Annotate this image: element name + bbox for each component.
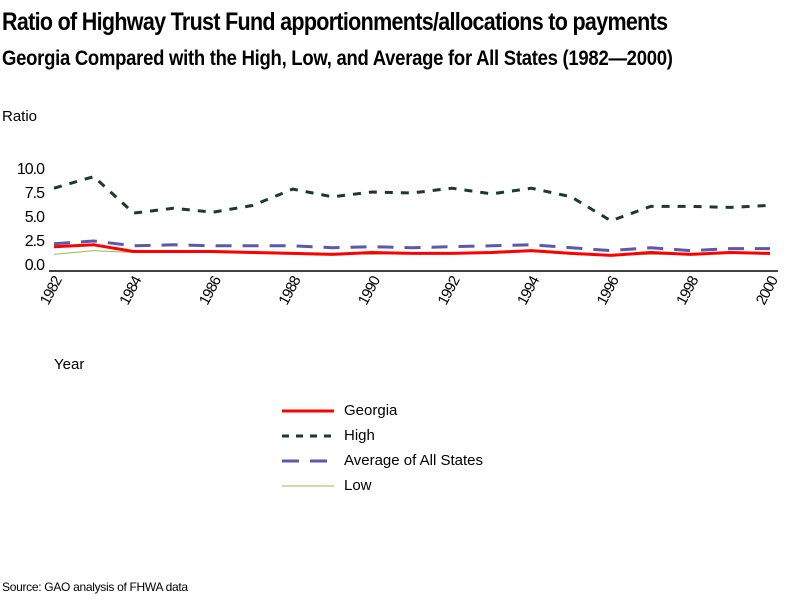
legend-label: Georgia	[344, 402, 398, 419]
legend-label: Low	[344, 477, 372, 494]
series-line-high	[53, 175, 771, 223]
series-line-average-of-all-states	[53, 239, 770, 253]
x-tick-label: 1988	[275, 273, 304, 307]
series-line-georgia	[53, 243, 771, 257]
x-tick-label: 1994	[514, 273, 543, 307]
x-tick-label: 1996	[594, 273, 623, 307]
x-tick-labels: 1982 1984 1986 1988 1990 1992 1994 1996 1998 2000	[37, 273, 782, 307]
y-tick-label: 0.0	[25, 257, 45, 274]
source-note: Source: GAO analysis of FHWA data	[2, 580, 188, 594]
legend-label: Average of All States	[344, 452, 483, 469]
legend-item-georgia: Georgia	[282, 398, 483, 423]
y-tick-label: 10.0	[17, 161, 45, 178]
legend: Georgia High Average of All States Low	[282, 398, 483, 498]
legend-swatch-high	[282, 434, 334, 437]
y-tick-label: 7.5	[25, 185, 45, 202]
legend-item-average: Average of All States	[282, 448, 483, 473]
legend-swatch-georgia	[282, 409, 334, 412]
legend-item-low: Low	[282, 473, 483, 498]
legend-swatch-average	[282, 459, 334, 462]
y-tick-label: 2.5	[25, 233, 45, 250]
series-group	[53, 175, 771, 257]
legend-item-high: High	[282, 423, 483, 448]
x-tick-label: 2000	[753, 273, 782, 307]
legend-swatch-low	[282, 485, 334, 486]
x-tick-label: 1982	[37, 273, 66, 307]
x-tick-label: 1984	[116, 273, 145, 307]
legend-label: High	[344, 427, 375, 444]
x-tick-label: 1986	[196, 273, 225, 307]
y-axis-title: Ratio	[2, 108, 38, 125]
x-tick-label: 1990	[355, 273, 384, 307]
chart-title: Ratio of Highway Trust Fund apportionmen…	[2, 8, 668, 36]
y-tick-label: 5.0	[25, 209, 45, 226]
x-axis-title: Year	[54, 356, 85, 373]
x-tick-label: 1992	[435, 273, 464, 307]
y-tick-labels: 10.0 7.5 5.0 2.5 0.0	[17, 161, 46, 274]
chart-subtitle: Georgia Compared with the High, Low, and…	[2, 47, 673, 70]
x-tick-label: 1998	[673, 273, 702, 307]
